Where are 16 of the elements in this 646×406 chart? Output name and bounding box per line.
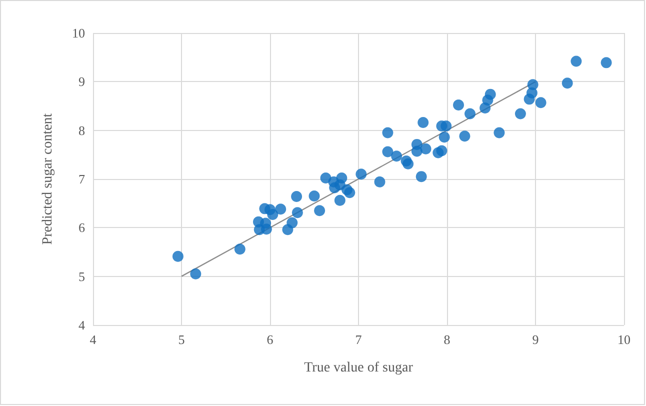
y-tick-label: 8 xyxy=(78,122,85,138)
x-tick-label: 8 xyxy=(444,332,450,347)
x-tick-label: 7 xyxy=(355,332,362,347)
x-tick-label: 6 xyxy=(266,332,274,347)
x-tick-label: 9 xyxy=(532,332,539,347)
y-tick-label: 9 xyxy=(78,74,85,90)
x-tick-label: 10 xyxy=(618,332,630,347)
y-tick-label: 5 xyxy=(78,268,85,284)
y-tick-label: 6 xyxy=(78,220,86,236)
y-tick-label: 4 xyxy=(78,318,86,332)
y-tick-label: 7 xyxy=(78,172,86,186)
y-tick-label: 10 xyxy=(72,26,85,40)
x-tick-label: 5 xyxy=(178,332,185,347)
y-axis-title: Predicted sugar content xyxy=(40,113,56,245)
x-tick-label: 4 xyxy=(90,332,97,347)
x-axis-title: True value of sugar xyxy=(304,360,414,376)
